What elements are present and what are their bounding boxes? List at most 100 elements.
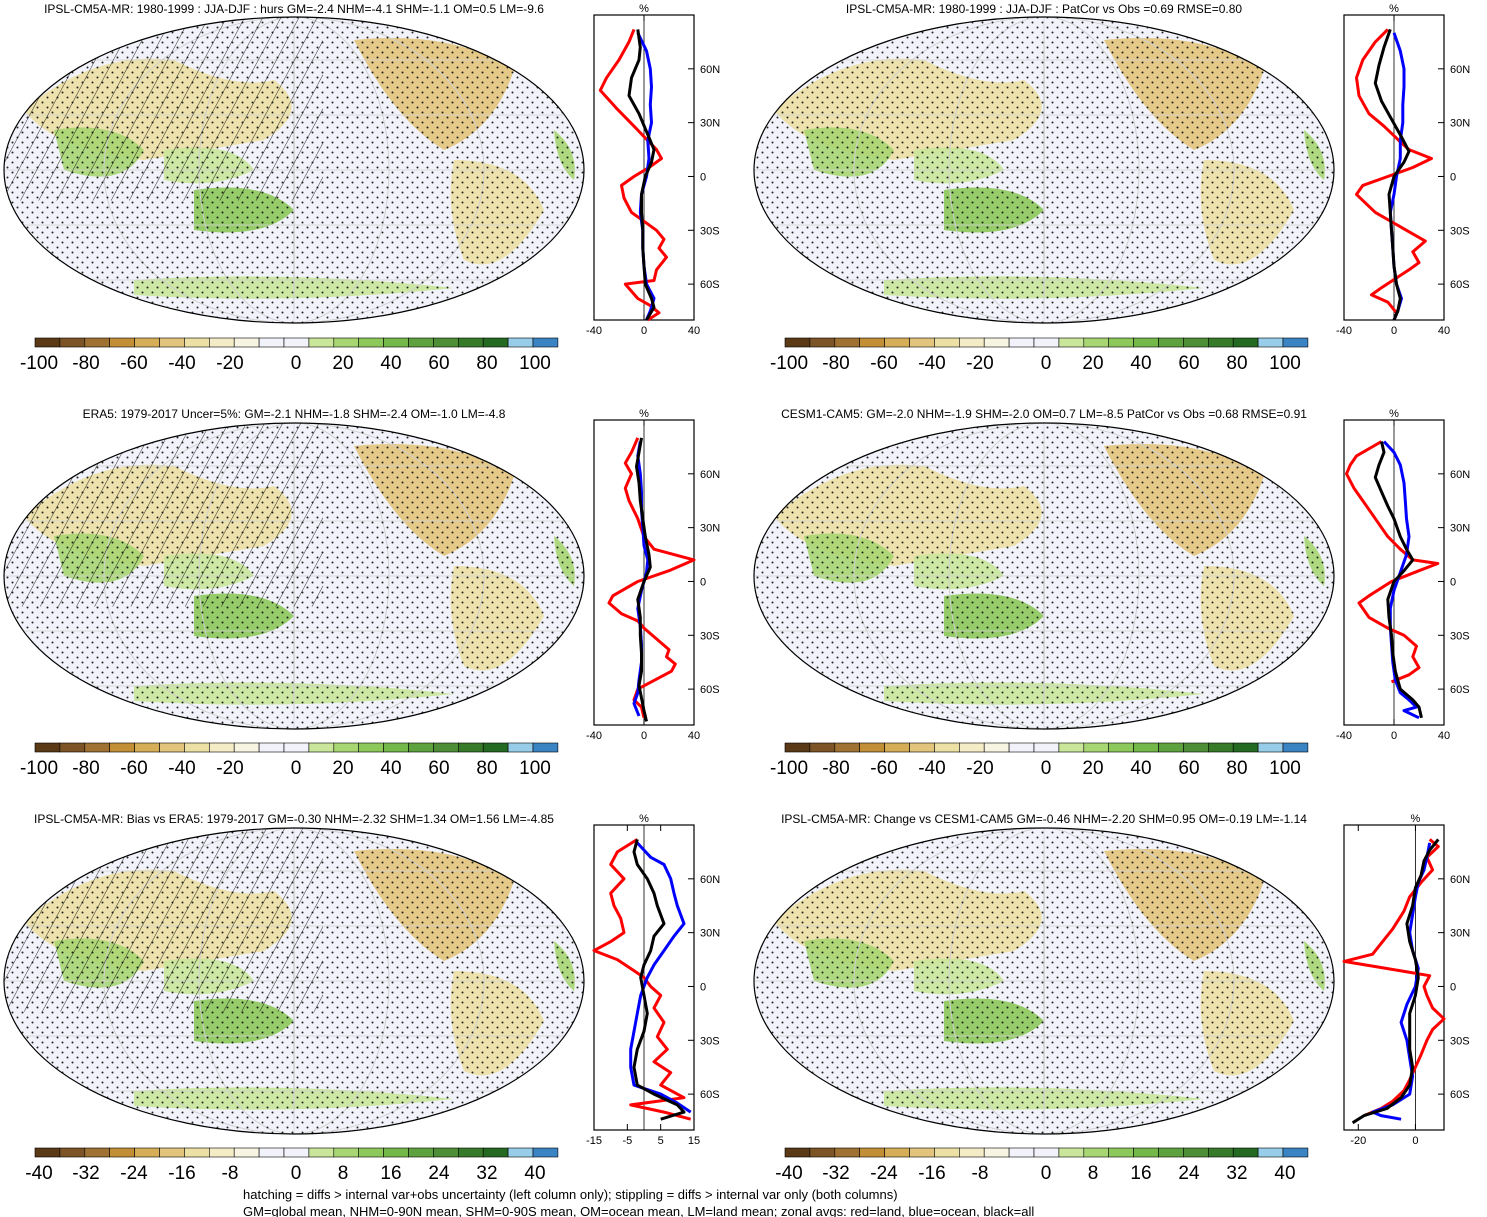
colorbar-box	[532, 1147, 559, 1158]
colorbar-box	[159, 742, 185, 753]
colorbar-label: 16	[1130, 1163, 1151, 1184]
zonal-ytick-label: 60S	[700, 1089, 720, 1101]
zonal-ytick-label: 30N	[1450, 523, 1470, 535]
colorbar-box	[34, 337, 61, 348]
zonal-ytick-label: 30S	[1450, 630, 1470, 642]
colorbar-box	[482, 742, 509, 753]
zonal-xtick-label: -40	[586, 325, 602, 337]
colorbar-label: 40	[380, 758, 401, 779]
zonal-ytick-label: 0	[1450, 981, 1456, 993]
colorbar-box	[233, 742, 260, 753]
colorbar-box	[784, 337, 811, 348]
colorbar-box	[1183, 1147, 1209, 1158]
zonal-ytick-label: 0	[1450, 171, 1456, 183]
colorbar-label: -80	[72, 758, 99, 779]
zonal-xtick-label: -15	[586, 1135, 602, 1147]
colorbar-label: -20	[966, 353, 993, 374]
colorbar-box	[408, 742, 434, 753]
colorbar-box	[84, 1147, 111, 1158]
zonal-xtick-label: 40	[1438, 325, 1450, 337]
colorbar-box	[383, 742, 409, 753]
zonal-series-ocean	[1382, 440, 1420, 720]
zonal-xtick-label: -40	[586, 730, 602, 742]
colorbar-box	[983, 1147, 1010, 1158]
map-border	[753, 827, 1335, 1135]
zonal-ytick-label: 30S	[700, 630, 720, 642]
colorbar-box	[1033, 742, 1060, 753]
zonal-xtick-label: -5	[622, 1135, 632, 1147]
colorbar-label: -20	[216, 353, 243, 374]
colorbar-label: -32	[822, 1163, 849, 1184]
colorbar-box	[532, 337, 559, 348]
colorbar-box	[308, 1147, 335, 1158]
colorbar-box	[1257, 337, 1284, 348]
colorbar-label: -100	[20, 758, 58, 779]
colorbar-box	[34, 742, 61, 753]
colorbar-box	[859, 337, 885, 348]
zonal-xtick-label: 40	[688, 730, 700, 742]
colorbar-box	[1282, 1147, 1309, 1158]
colorbar-box	[84, 742, 111, 753]
colorbar-label: 20	[1082, 758, 1103, 779]
colorbar-box	[109, 1147, 135, 1158]
colorbar-label: -8	[222, 1163, 239, 1184]
colorbar-label: -24	[120, 1163, 148, 1184]
zonal-xtick-label: -40	[1336, 325, 1352, 337]
colorbar-box	[507, 1147, 534, 1158]
colorbar-label: -100	[770, 758, 808, 779]
colorbar-box	[457, 337, 484, 348]
colorbar-box	[834, 1147, 860, 1158]
colorbar-label: 0	[291, 1163, 302, 1184]
zonal-ytick-label: 60N	[1450, 874, 1470, 886]
zonal-series-all	[635, 437, 652, 722]
colorbar-box	[1257, 1147, 1284, 1158]
colorbar-box	[109, 337, 135, 348]
colorbar-label: 40	[1130, 758, 1151, 779]
colorbar-label: -40	[168, 758, 195, 779]
colorbar-box	[1008, 337, 1035, 348]
zonal-ytick-label: 30N	[1450, 928, 1470, 940]
colorbar-box	[283, 337, 310, 348]
stippling	[754, 17, 1334, 323]
zonal-plot: % 60N 30N 0 30S 60S -40 0 40	[586, 408, 720, 742]
colorbar-box	[1083, 742, 1110, 753]
zonal-ytick-label: 30N	[700, 523, 720, 535]
colorbar-box	[784, 1147, 811, 1158]
colorbar-box	[59, 1147, 86, 1158]
zonal-ytick-label: 0	[700, 981, 706, 993]
zonal-ytick-label: 60N	[700, 874, 720, 886]
zonal-xtick-label: 0	[1391, 730, 1397, 742]
zonal-xtick-label: 0	[641, 730, 647, 742]
colorbar-box	[333, 742, 359, 753]
zonal-ytick-label: 60S	[1450, 684, 1470, 696]
zonal-ytick-label: 30S	[1450, 1035, 1470, 1047]
zonal-frame	[1343, 824, 1445, 1131]
zonal-unit: %	[1389, 3, 1399, 15]
zonal-ytick-label: 60S	[700, 684, 720, 696]
colorbar-label: -80	[822, 353, 849, 374]
colorbar-label: 100	[519, 758, 551, 779]
colorbar-box	[1108, 742, 1134, 753]
zonal-series-all	[1373, 28, 1411, 321]
colorbar-label: -20	[966, 758, 993, 779]
zonal-ytick-label: 30N	[700, 928, 720, 940]
colorbar-label: 40	[380, 353, 401, 374]
colorbar-label: 32	[1226, 1163, 1247, 1184]
colorbar-box	[134, 742, 160, 753]
zonal-series-all	[632, 839, 686, 1121]
colorbar-box	[1183, 742, 1209, 753]
stippling	[754, 828, 1334, 1134]
colorbar-label: 100	[519, 353, 551, 374]
colorbar-box	[333, 1147, 359, 1158]
colorbar-box	[1008, 742, 1035, 753]
colorbar: -40 -32 -24 -16 -8 0 8 16 24 32 40	[25, 1147, 559, 1184]
colorbar-box	[1232, 742, 1259, 753]
zonal-xtick-label: 0	[1391, 325, 1397, 337]
colorbar-box	[358, 1147, 384, 1158]
colorbar: -100 -80 -60 -40 -20 0 20 40 60 80 100	[770, 337, 1309, 374]
stippling	[754, 423, 1334, 729]
colorbar-box	[884, 1147, 910, 1158]
map-border	[3, 827, 585, 1135]
colorbar-box	[1208, 742, 1234, 753]
colorbar-box	[983, 337, 1010, 348]
